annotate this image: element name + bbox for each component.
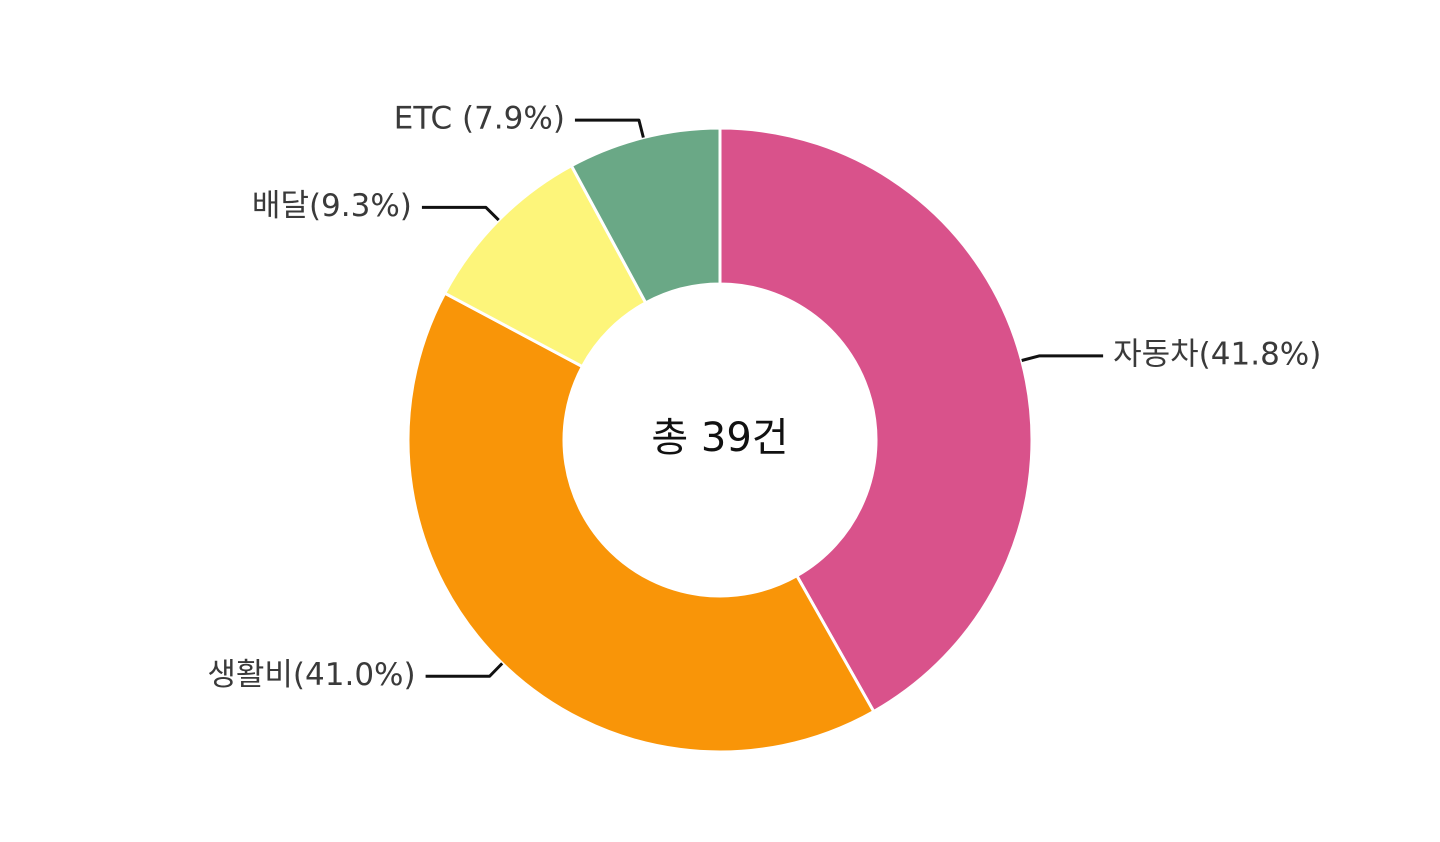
leaders-layer	[421, 118, 1104, 678]
leader-line-1	[425, 662, 504, 678]
labels-layer: 자동차(41.8%) 생활비(41.0%) 배달(9.3%) ETC (7.9%)	[207, 101, 1321, 693]
slice-3	[569, 126, 722, 305]
slice-1	[406, 291, 876, 754]
slices-layer	[406, 126, 1034, 754]
slice-label-3: ETC (7.9%)	[394, 101, 565, 137]
slice-label-1: 생활비(41.0%)	[207, 657, 415, 693]
leader-line-2	[421, 205, 500, 222]
slice-label-0: 자동차(41.8%)	[1113, 336, 1321, 372]
leader-line-3	[574, 118, 645, 138]
slice-label-2: 배달(9.3%)	[252, 188, 412, 224]
center-total-label: 총 39건	[651, 415, 788, 461]
slice-0	[718, 126, 1034, 714]
leader-line-0	[1021, 354, 1104, 362]
